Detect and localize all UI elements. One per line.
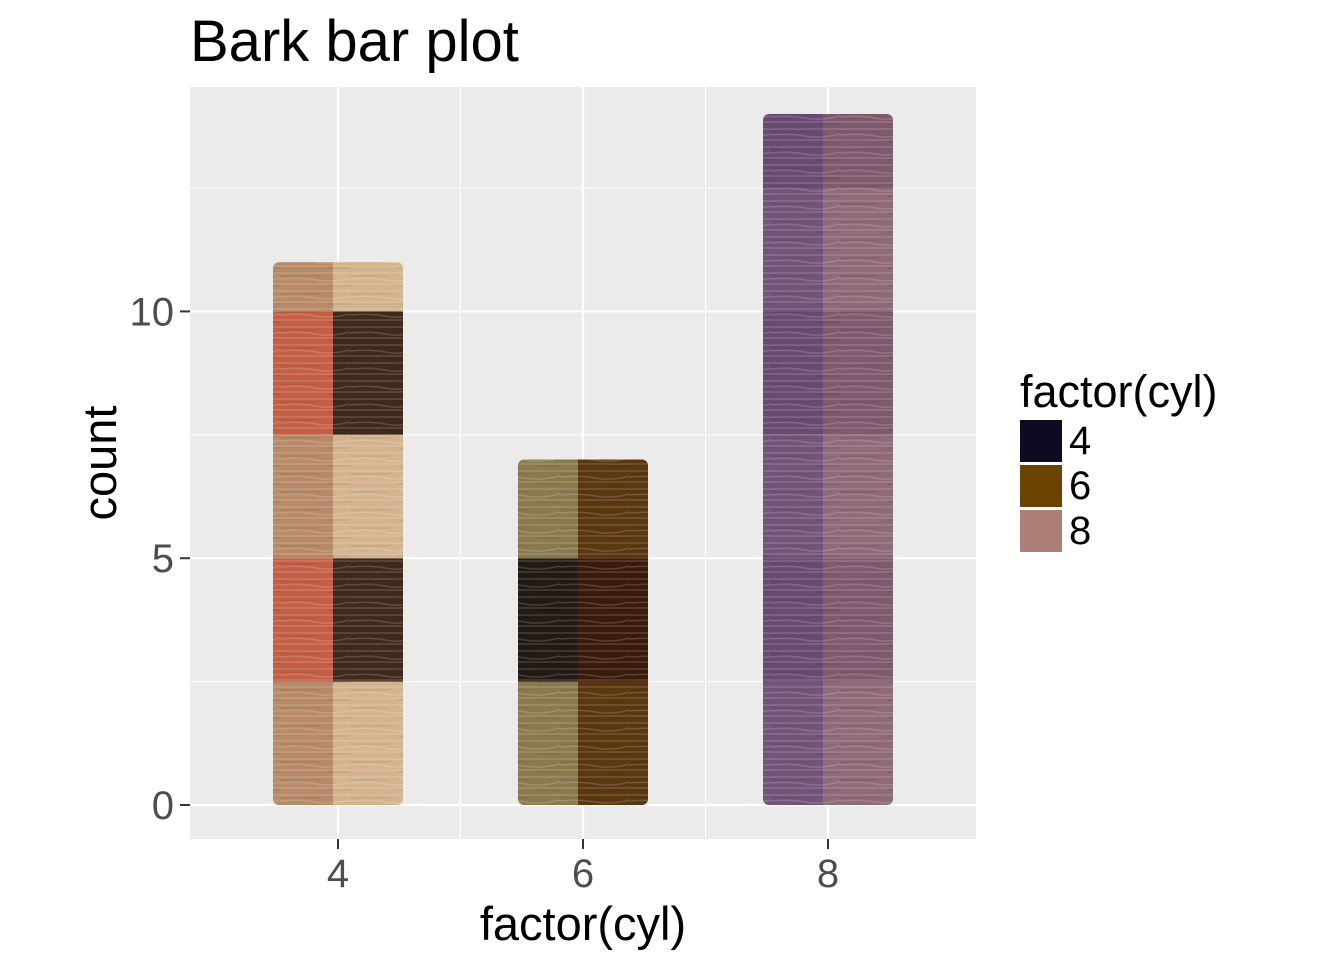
x-tick-label: 8 [817, 852, 839, 896]
y-axis-title: count [73, 406, 126, 521]
x-tick-label: 4 [327, 852, 349, 896]
y-tick-label: 0 [152, 784, 174, 828]
legend-item-4: 4 [1020, 418, 1218, 463]
bars [273, 114, 893, 806]
y-tick-label: 5 [152, 537, 174, 581]
bar-8 [763, 114, 893, 805]
legend-key-4 [1020, 419, 1062, 462]
legend-item-8: 8 [1020, 508, 1218, 553]
legend-item-6: 6 [1020, 463, 1218, 508]
legend-key-6 [1020, 464, 1062, 507]
chart-title: Bark bar plot [190, 9, 519, 74]
bar-4 [273, 262, 403, 806]
bar-6 [518, 459, 648, 805]
legend-label-4: 4 [1069, 418, 1092, 463]
legend-key-8 [1020, 509, 1062, 552]
legend: factor(cyl) 4 6 8 [1020, 366, 1218, 553]
x-tick-label: 6 [572, 852, 594, 896]
legend-label-6: 6 [1069, 463, 1092, 508]
x-axis-title: factor(cyl) [480, 897, 686, 950]
y-tick-label: 10 [130, 290, 175, 334]
legend-label-8: 8 [1069, 508, 1092, 553]
legend-title: factor(cyl) [1020, 366, 1218, 417]
axes: 0 5 10 4 6 8 factor(cyl) count [73, 290, 839, 950]
